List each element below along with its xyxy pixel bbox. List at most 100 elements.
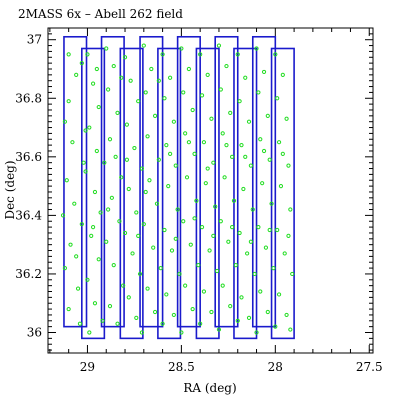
data-point [136,233,141,238]
data-point [233,263,238,268]
data-point [79,222,84,227]
data-point [228,110,233,116]
points-group [60,43,295,335]
data-point [184,175,190,180]
data-point [90,81,96,86]
y-tick-label: 36.8 [15,91,42,105]
data-point [121,283,126,288]
data-point [119,175,124,180]
data-point [96,257,101,262]
data-point [183,131,188,136]
data-point [149,66,154,72]
data-point [160,321,165,326]
data-point [94,66,99,72]
footprint-rect-0 [63,35,88,328]
data-point [198,321,203,326]
footprint-rect-1 [81,47,106,340]
data-point [254,46,259,51]
data-point [276,292,282,297]
data-point [288,327,293,332]
data-point [87,330,92,335]
data-point [94,148,99,154]
data-point [261,69,267,75]
data-point [235,52,240,57]
data-point [181,219,186,224]
data-point [194,198,199,203]
data-point [109,195,114,200]
data-point [130,251,135,256]
footprint-rect-2 [100,35,125,328]
footprint-rect-9 [233,47,258,340]
data-point [201,289,207,294]
y-tick-label: 36.6 [15,150,42,164]
data-point [96,104,101,110]
data-point [147,178,152,183]
footprint-rect-11 [270,47,295,340]
data-point [102,160,107,165]
data-point [256,224,261,230]
data-point [107,304,113,309]
data-point [183,283,188,288]
data-point [209,116,214,121]
data-point [179,330,184,335]
data-point [98,210,103,215]
data-point [186,140,191,145]
data-point [126,186,131,192]
data-point [205,72,210,77]
data-point [190,107,195,113]
data-point [162,227,167,233]
data-point [263,245,269,250]
data-point [100,318,105,323]
data-point [111,263,116,268]
data-point [228,304,233,309]
data-point [235,318,240,323]
data-point [169,248,175,253]
data-point [237,230,242,236]
data-point [246,315,252,320]
data-point [85,52,90,57]
data-point [79,61,84,66]
data-point [175,207,180,212]
data-point [273,324,278,329]
data-point [230,154,235,159]
data-point [60,213,66,218]
data-point [152,309,158,315]
data-point [284,312,289,318]
data-point [222,175,227,180]
data-point [106,207,111,212]
footprint-rect-7 [195,47,220,340]
data-point [199,224,205,230]
data-point [162,96,167,101]
data-point [136,99,141,104]
data-point [278,184,284,189]
data-point [139,330,145,335]
data-point [168,75,173,80]
data-point [179,46,184,51]
data-point [171,312,176,318]
data-point [111,63,116,69]
data-point [106,87,111,92]
data-point [231,198,237,203]
data-point [143,189,148,195]
data-point [243,75,248,80]
data-point [265,309,270,315]
data-point [124,122,130,127]
data-point [77,321,83,326]
data-point [241,186,246,192]
data-point [256,90,261,95]
data-point [134,315,139,320]
data-point [181,90,186,95]
data-point [83,169,88,174]
data-point [90,224,96,230]
data-point [107,137,113,142]
data-point [267,227,272,233]
data-point [288,207,293,212]
y-tick-label: 36 [27,326,42,340]
data-point [224,63,229,69]
data-point [134,210,139,215]
data-point [145,286,150,291]
data-point [254,330,259,335]
data-point [207,248,212,253]
data-point [211,160,216,165]
